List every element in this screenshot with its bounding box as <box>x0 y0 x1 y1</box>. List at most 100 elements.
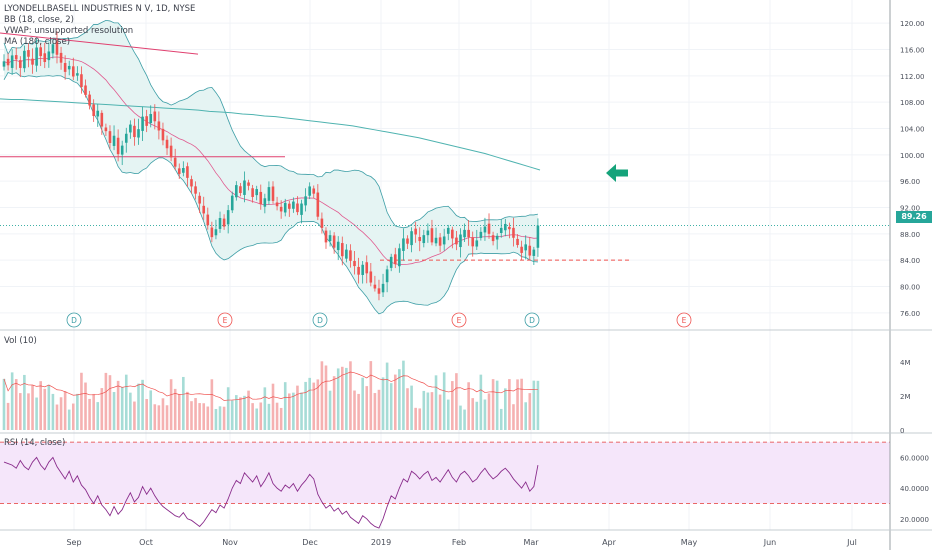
candle-body <box>340 243 344 257</box>
candle-body <box>259 191 263 205</box>
volume-bar <box>520 378 523 430</box>
candle-body <box>516 238 519 246</box>
candle-body <box>483 226 487 233</box>
volume-bar <box>393 374 397 430</box>
rsi-tick-label: 60.0000 <box>900 454 929 462</box>
volume-tick-label: 4M <box>900 359 911 367</box>
candle-body <box>442 236 446 245</box>
candle-body <box>206 214 210 226</box>
candle-body <box>239 186 242 194</box>
price-tick-label: 92.00 <box>900 205 920 213</box>
candle-body <box>324 230 328 243</box>
volume-bar <box>385 362 389 430</box>
volume-bar <box>328 390 332 430</box>
volume-bar <box>226 387 230 430</box>
bollinger-fill <box>4 20 538 314</box>
volume-bar <box>23 374 26 430</box>
bollinger-upper <box>3 19 539 229</box>
candle-body <box>398 248 401 267</box>
rsi-pane[interactable] <box>0 441 890 529</box>
price-tick-label: 100.00 <box>900 152 925 160</box>
volume-bar <box>43 388 47 430</box>
volume-bar <box>63 391 67 430</box>
candle-body <box>120 145 124 155</box>
candle-body <box>438 237 442 246</box>
candle-body <box>202 205 206 214</box>
candle-body <box>198 195 201 204</box>
candle-body <box>47 51 51 61</box>
volume-bar <box>198 403 201 430</box>
volume-bar <box>300 392 303 430</box>
volume-bar <box>19 393 22 430</box>
x-tick-label: Nov <box>222 538 238 547</box>
volume-bar <box>59 397 63 430</box>
candle-body <box>76 73 79 76</box>
volume-tick-label: 0 <box>900 427 904 435</box>
volume-pane[interactable] <box>2 360 540 430</box>
volume-bar <box>161 398 165 430</box>
volume-bar <box>316 379 320 430</box>
volume-bar <box>336 368 340 430</box>
volume-bar <box>247 390 250 430</box>
candle-body <box>385 269 389 283</box>
volume-bar <box>451 381 454 430</box>
volume-bar <box>267 403 271 430</box>
left-arrow-icon <box>606 164 628 182</box>
volume-bar <box>532 380 536 430</box>
volume-bar <box>129 392 132 430</box>
candle-body <box>495 235 499 240</box>
dividend-marker <box>312 312 328 328</box>
candle-body <box>512 227 515 238</box>
volume-bar <box>504 388 507 430</box>
volume-bar <box>410 385 413 430</box>
rsi-tick-label: 40.0000 <box>900 485 929 493</box>
volume-bar <box>402 360 405 430</box>
x-tick-label: Apr <box>602 538 617 547</box>
candle-body <box>263 198 267 207</box>
volume-bar <box>312 382 316 430</box>
volume-bar <box>389 383 393 430</box>
volume-bar <box>133 401 136 430</box>
volume-bar <box>288 393 291 430</box>
volume-bar <box>67 409 71 430</box>
candle-body <box>349 250 352 261</box>
event-label: E <box>457 316 462 325</box>
candle-body <box>316 192 320 217</box>
price-tick-label: 116.00 <box>900 47 925 55</box>
candle-body <box>59 52 63 63</box>
event-label: D <box>317 316 323 325</box>
volume-bar <box>104 372 108 430</box>
candle-body <box>451 229 454 239</box>
candle-body <box>487 223 491 234</box>
candle-body <box>104 127 108 132</box>
volume-bar <box>524 402 527 430</box>
volume-bar <box>487 393 491 430</box>
candle-body <box>345 249 348 259</box>
volume-bar <box>39 381 42 430</box>
volume-bar <box>190 401 193 430</box>
volume-bar <box>324 365 328 430</box>
candle-body <box>369 271 373 283</box>
x-tick-label: 2019 <box>371 538 391 547</box>
volume-bar <box>239 397 242 430</box>
volume-bar <box>157 405 161 430</box>
volume-bar <box>406 388 409 430</box>
candle-body <box>377 288 381 294</box>
price-tick-label: 112.00 <box>900 73 925 81</box>
candle-body <box>288 203 291 209</box>
volume-bar <box>357 393 360 430</box>
volume-bar <box>71 403 75 430</box>
candle-body <box>418 236 422 242</box>
candle-body <box>222 218 226 227</box>
volume-bar <box>495 380 499 430</box>
volume-bar <box>222 406 226 430</box>
volume-bar <box>169 379 173 430</box>
volume-bar <box>499 408 503 430</box>
volume-bar <box>230 400 234 430</box>
candle-body <box>426 230 430 236</box>
volume-bar <box>373 393 377 430</box>
candle-body <box>304 196 307 206</box>
candle-body <box>455 237 458 245</box>
